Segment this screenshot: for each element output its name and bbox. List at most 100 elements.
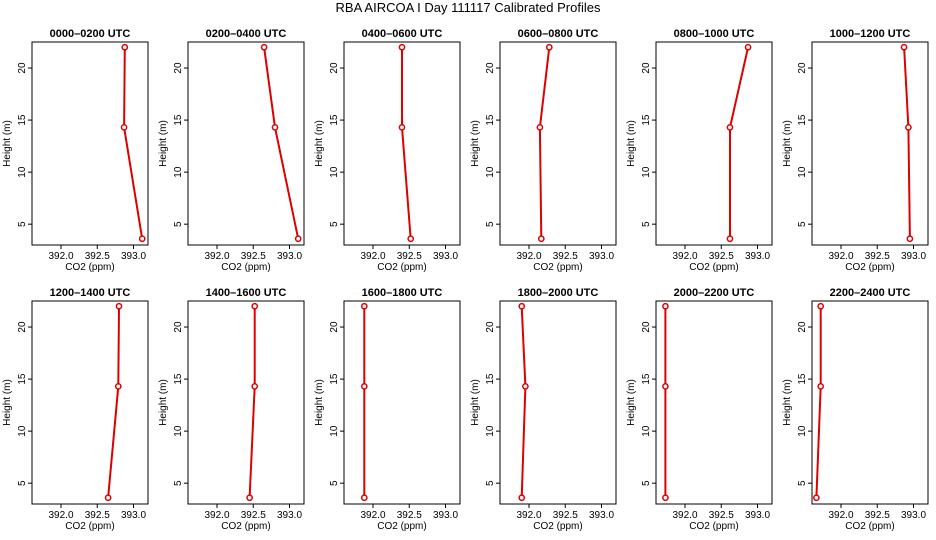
x-tick-label: 392.0 [516, 251, 541, 262]
y-tick-label: 15 [641, 373, 652, 385]
co2-profile-line [401, 47, 412, 239]
x-tick-label: 393.0 [433, 510, 458, 521]
x-tick-label: 393.0 [433, 251, 458, 262]
y-tick-label: 20 [329, 62, 340, 74]
x-tick-label: 392.0 [672, 510, 697, 521]
y-tick-label: 5 [17, 480, 28, 486]
x-tick-label: 392.0 [828, 251, 853, 262]
y-tick-label: 20 [485, 321, 496, 333]
x-axis-label: CO2 (ppm) [689, 521, 738, 532]
x-tick-label: 392.5 [85, 510, 110, 521]
panel-title: 0600–0800 UTC [518, 28, 599, 40]
x-axis-label: CO2 (ppm) [845, 521, 894, 532]
x-tick-label: 392.5 [397, 510, 422, 521]
profile-panel: 0800–1000 UTC 392.0 392.5 393.0 5 10 15 20 CO2 (… [626, 28, 773, 273]
y-tick-label: 5 [173, 221, 184, 227]
data-point [360, 302, 368, 310]
y-tick-label: 20 [173, 62, 184, 74]
data-point [398, 43, 406, 51]
plot-frame [499, 41, 617, 246]
y-tick-label: 15 [17, 373, 28, 385]
x-tick-label: 392.0 [516, 510, 541, 521]
y-tick-label: 5 [17, 221, 28, 227]
y-axis-label: Height (m) [314, 379, 325, 426]
co2-profile-line [107, 306, 120, 498]
x-axis-label: CO2 (ppm) [533, 521, 582, 532]
y-tick-label: 5 [641, 480, 652, 486]
panel-title: 1400–1600 UTC [206, 287, 287, 299]
x-tick-label: 393.0 [121, 251, 146, 262]
x-tick-label: 393.0 [277, 510, 302, 521]
y-tick-label: 15 [329, 114, 340, 126]
data-point [120, 124, 128, 131]
profile-panel: 1000–1200 UTC 392.0 392.5 393.0 5 10 15 20 CO2 (… [782, 28, 929, 273]
x-tick-label: 393.0 [745, 251, 770, 262]
panel-title: 1800–2000 UTC [518, 287, 599, 299]
profile-panel: 0200–0400 UTC 392.0 392.5 393.0 5 10 15 20 CO2 (… [158, 28, 305, 273]
data-point [251, 302, 259, 310]
x-tick-label: 392.5 [397, 251, 422, 262]
co2-profile-line [903, 47, 911, 239]
x-tick-label: 392.0 [204, 251, 229, 262]
y-tick-label: 10 [329, 166, 340, 178]
data-point [360, 494, 368, 502]
x-tick-label: 392.0 [48, 510, 73, 521]
y-tick-label: 15 [485, 114, 496, 126]
data-point [294, 235, 302, 243]
co2-profile-line [248, 306, 256, 498]
panel-title: 1200–1400 UTC [50, 287, 131, 299]
y-tick-label: 10 [173, 166, 184, 178]
plot-frame [31, 41, 149, 246]
profile-panel: 1800–2000 UTC 392.0 392.5 393.0 5 10 15 20 CO2 (… [470, 287, 617, 532]
co2-profile-line [123, 47, 144, 239]
x-tick-label: 392.5 [85, 251, 110, 262]
profile-panel: 1200–1400 UTC 392.0 392.5 393.0 5 10 15 20 CO2 (… [2, 287, 149, 532]
plot-frame [31, 300, 149, 505]
x-tick-label: 393.0 [745, 510, 770, 521]
x-tick-label: 392.5 [865, 251, 890, 262]
y-axis-label: Height (m) [2, 379, 13, 426]
plot-frame [499, 300, 617, 505]
panel-title: 0200–0400 UTC [206, 28, 287, 40]
data-point [813, 494, 820, 502]
y-tick-label: 5 [329, 221, 340, 227]
x-tick-label: 392.5 [553, 251, 578, 262]
y-tick-label: 5 [641, 221, 652, 227]
x-axis-label: CO2 (ppm) [845, 262, 894, 273]
data-point [726, 235, 734, 243]
x-tick-label: 392.0 [48, 251, 73, 262]
x-axis-label: CO2 (ppm) [65, 262, 114, 273]
y-tick-label: 15 [173, 114, 184, 126]
data-point [271, 124, 279, 131]
panel-title: 0400–0600 UTC [362, 28, 443, 40]
x-axis-label: CO2 (ppm) [221, 262, 270, 273]
y-tick-label: 10 [329, 425, 340, 437]
y-tick-label: 10 [17, 425, 28, 437]
data-point [536, 124, 544, 131]
panel-title: 1000–1200 UTC [830, 28, 911, 40]
x-tick-label: 393.0 [589, 510, 614, 521]
data-point [398, 124, 406, 131]
y-axis-label: Height (m) [470, 120, 481, 167]
x-axis-label: CO2 (ppm) [65, 521, 114, 532]
x-tick-label: 392.5 [241, 251, 266, 262]
profile-panel: 0600–0800 UTC 392.0 392.5 393.0 5 10 15 20 CO2 (… [470, 28, 617, 273]
profile-panel: 1600–1800 UTC 392.0 392.5 393.0 5 10 15 20 CO2 (… [314, 287, 461, 532]
plot-frame [811, 300, 929, 505]
co2-profile-line [263, 47, 300, 240]
x-axis-label: CO2 (ppm) [533, 262, 582, 273]
y-axis-label: Height (m) [626, 379, 637, 426]
panel-title: 2200–2400 UTC [830, 287, 911, 299]
y-axis-label: Height (m) [158, 120, 169, 167]
x-tick-label: 392.5 [709, 510, 734, 521]
x-tick-label: 392.0 [672, 251, 697, 262]
data-point [518, 494, 526, 502]
data-point [522, 383, 529, 390]
x-tick-label: 393.0 [121, 510, 146, 521]
data-point [744, 43, 752, 51]
plot-frame [655, 300, 773, 505]
y-tick-label: 10 [485, 425, 496, 437]
data-point [817, 383, 825, 390]
panel-title: 0000–0200 UTC [50, 28, 131, 40]
